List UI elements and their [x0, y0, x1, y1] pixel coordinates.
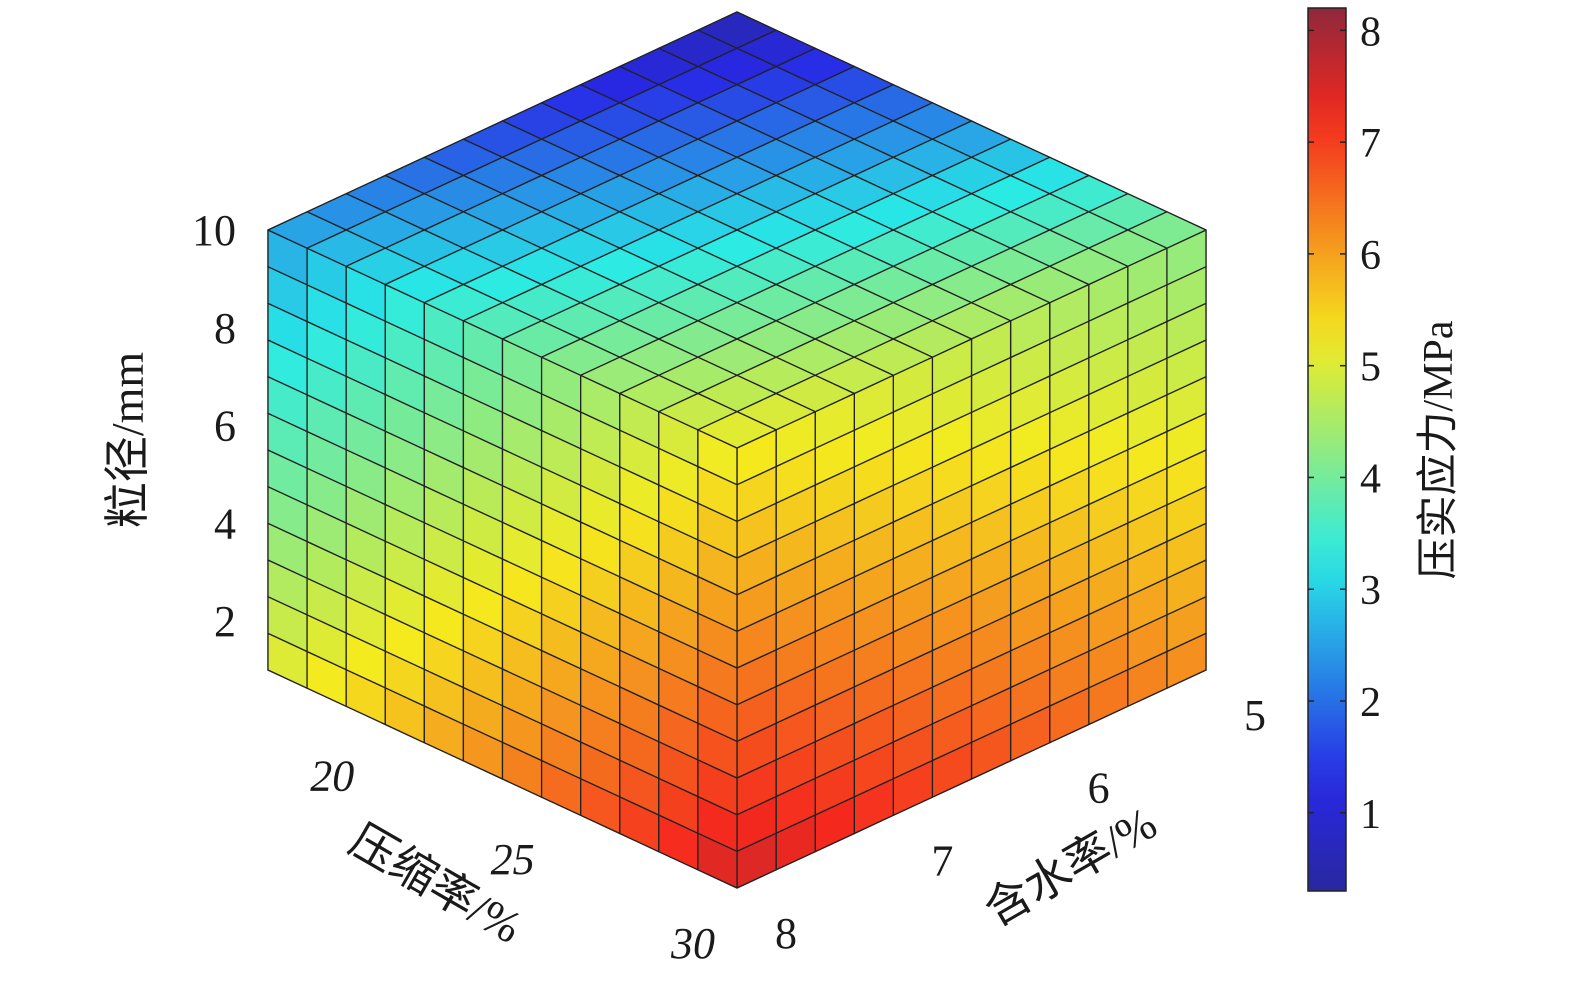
z-axis-title: 粒径/mm [102, 352, 153, 529]
colorbar-gradient [1307, 7, 1347, 892]
z-tick-label: 2 [214, 597, 236, 646]
x-tick-label: 25 [491, 835, 535, 884]
colorbar: 1 2 3 4 5 6 7 8 压实应力/MPa [1307, 7, 1462, 892]
colorbar-tick-label: 5 [1360, 345, 1381, 391]
colorbar-tick-label: 8 [1360, 9, 1381, 55]
colorbar-tick-label: 6 [1360, 233, 1381, 279]
z-tick-label: 4 [214, 499, 236, 548]
colorbar-tick-label: 4 [1360, 456, 1381, 502]
slice-faces [267, 11, 1207, 889]
z-tick-label: 6 [214, 402, 236, 451]
y-tick-label: 5 [1244, 691, 1266, 740]
colorbar-tick-label: 2 [1360, 680, 1381, 726]
y-tick-label: 7 [931, 836, 953, 885]
colorbar-ticks: 1 2 3 4 5 6 7 8 [1308, 9, 1381, 838]
x-tick-label: 20 [310, 751, 354, 800]
y-axis-title: 含水率/% [976, 797, 1165, 936]
colorbar-tick-label: 7 [1360, 121, 1381, 167]
slice-cell [697, 411, 777, 449]
z-tick-label: 10 [192, 206, 236, 255]
axis-ticks: 2 4 6 8 10 20 25 30 5 6 7 8 [192, 206, 1266, 968]
y-tick-label: 6 [1088, 764, 1110, 813]
x-tick-label: 30 [670, 919, 715, 968]
z-tick-label: 8 [214, 304, 236, 353]
colorbar-title: 压实应力/MPa [1415, 320, 1462, 579]
colorbar-tick-label: 1 [1360, 792, 1381, 838]
colorbar-tick-label: 3 [1360, 568, 1381, 614]
y-tick-label: 8 [775, 909, 797, 958]
